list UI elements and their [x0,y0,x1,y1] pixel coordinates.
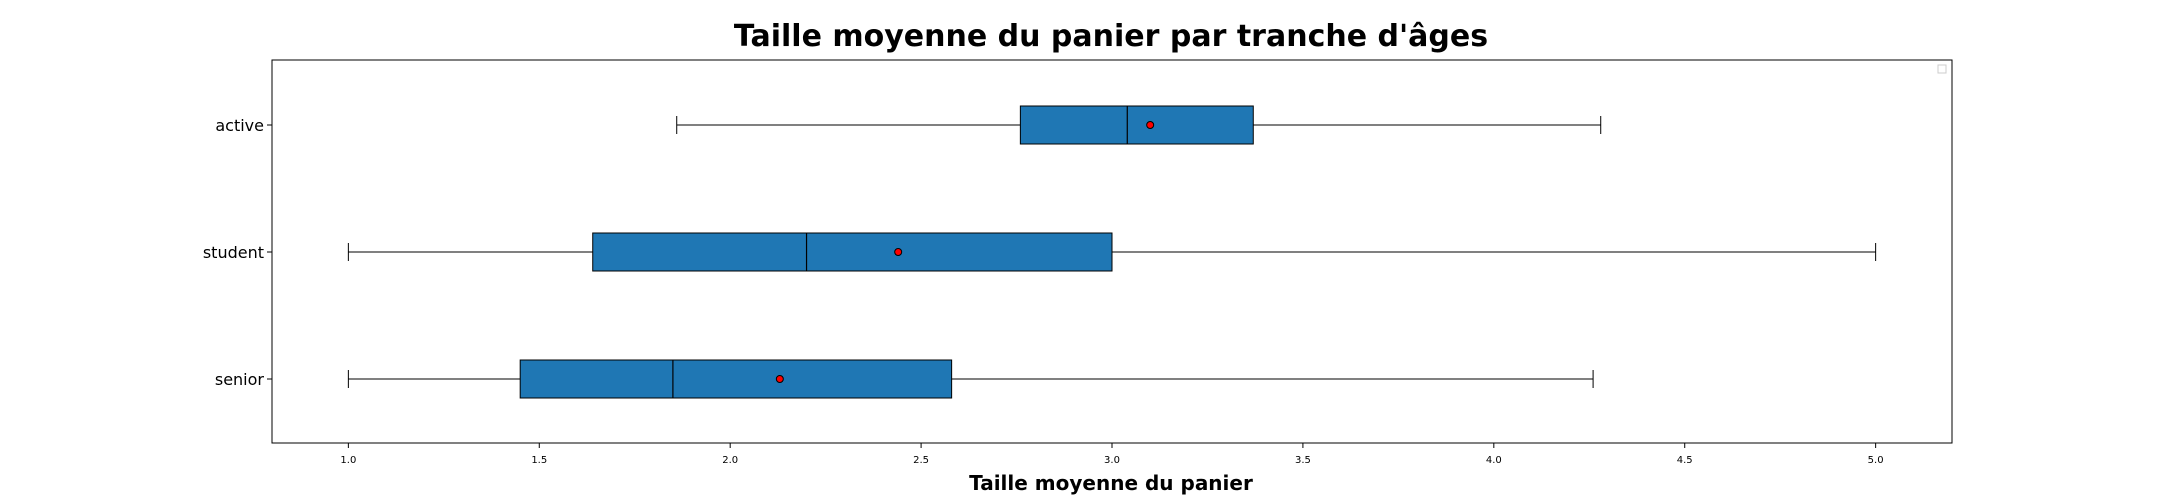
x-tick-label: 2.0 [722,455,738,466]
box-active [1019,105,1254,145]
x-tick-label: 1.0 [340,455,356,466]
x-tick-label: 4.0 [1486,455,1502,466]
mean-marker-active [1146,121,1155,129]
mean-marker-senior [775,375,784,383]
x-axis-label: Taille moyenne du panier [969,471,1253,495]
x-tick-label: 3.5 [1295,455,1311,466]
x-tick-label: 3.0 [1104,455,1120,466]
x-tick-label: 4.5 [1677,455,1693,466]
x-tick-label: 1.5 [531,455,547,466]
box-senior [519,359,953,399]
box-student [592,232,1113,272]
x-tick-label: 2.5 [913,455,929,466]
x-tick-label: 5.0 [1868,455,1884,466]
y-tick-label-active: active [215,116,264,135]
legend-box [1937,64,1947,74]
mean-marker-student [894,248,903,256]
y-tick-label-senior: senior [215,370,265,389]
chart-marks: 1.0 1.5 2.0 2.5 3.0 3.5 4.0 4.5 5.0 active student… [203,105,1884,466]
chart-title: Taille moyenne du panier par tranche d'â… [734,19,1488,54]
y-tick-label-student: student [203,243,264,262]
